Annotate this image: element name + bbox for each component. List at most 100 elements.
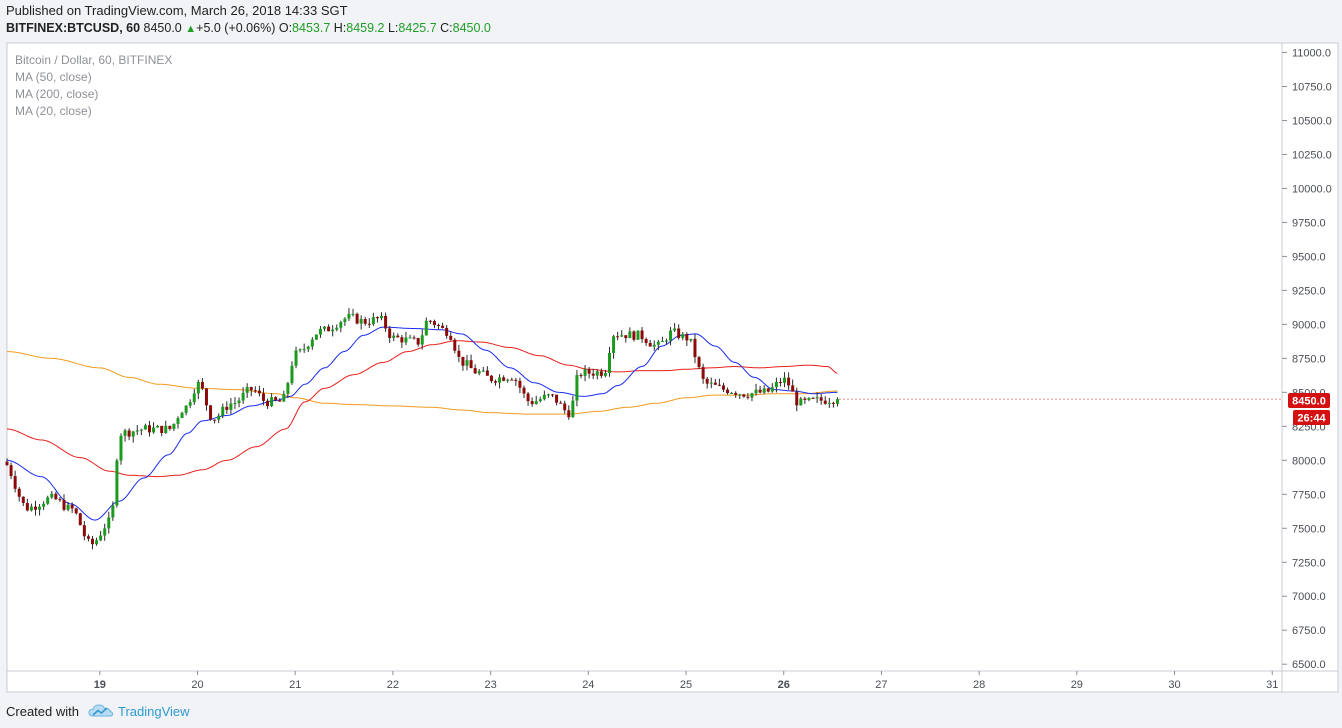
high-label: H: [333,21,347,35]
candle-down [412,337,416,339]
candle-down [70,504,74,509]
legend-ma200[interactable]: MA (200, close) [15,87,98,101]
scale-corner [1281,670,1339,693]
y-tick-label: 10750.0 [1292,81,1332,93]
candle-up [652,344,656,347]
y-tick-label: 9250.0 [1292,285,1326,297]
candle-down [795,391,799,406]
candle-down [559,402,563,404]
candle-down [449,335,453,340]
candle-up [156,425,160,428]
candle-down [209,405,213,420]
candle-up [66,504,70,510]
candle-down [461,356,465,366]
candle-up [233,403,237,405]
legend-ma50[interactable]: MA (50, close) [15,70,92,84]
x-tick-label: 26 [778,679,790,691]
tradingview-cloud-logo-icon[interactable] [88,702,114,720]
candle-down [648,342,652,347]
candle-up [827,402,831,404]
published-line: Published on TradingView.com, March 26, … [6,3,348,18]
candle-up [595,371,599,376]
candle-down [5,461,9,466]
candle-down [644,339,648,343]
candle-down [632,331,636,340]
y-tick-label: 9750.0 [1292,217,1326,229]
candle-down [489,375,493,382]
candle-down [384,315,388,329]
candle-up [180,412,184,419]
candle-down [550,394,554,396]
candle-down [266,400,270,407]
y-tick-label: 6500.0 [1292,659,1326,671]
candle-down [17,488,21,497]
candle-down [453,339,457,351]
candle-down [778,381,782,383]
candle-down [437,324,441,326]
y-tick-label: 10500.0 [1292,115,1332,127]
candle-down [518,380,522,388]
candle-down [579,375,583,377]
candle-up [270,397,274,407]
candle-down [803,398,807,400]
candle-down [86,536,90,539]
candle-up [192,393,196,403]
candle-down [766,388,770,392]
y-tick-label: 6750.0 [1292,625,1326,637]
candle-down [13,476,17,489]
candle-up [481,370,485,372]
y-tick-label: 10250.0 [1292,149,1332,161]
candle-up [196,381,200,394]
candle-down [21,496,25,503]
candle-down [640,330,644,340]
candle-up [673,328,677,331]
candle-down [811,397,815,399]
y-tick-label: 9000.0 [1292,319,1326,331]
candle-up [42,503,46,507]
candle-up [660,341,664,343]
candle-up [664,340,668,342]
candle-up [188,402,192,406]
chart-legend: Bitcoin / Dollar, 60, BITFINEX MA (50, c… [15,53,172,118]
candle-up [669,330,673,341]
footer: Created with TradingView [0,700,1342,728]
candle-down [819,397,823,401]
change-value: +5.0 (+0.06%) [196,21,276,35]
candle-up [237,400,241,404]
candle-up [217,415,221,420]
candle-down [168,425,172,429]
candle-down [363,319,367,324]
candle-down [693,338,697,358]
candle-up [184,405,188,413]
candle-down [78,513,82,526]
candle-up [172,423,176,429]
candle-up [408,337,412,339]
price-scale[interactable] [1281,42,1339,672]
candle-up [774,381,778,388]
candle-up [571,400,575,418]
ma200-line [7,351,838,415]
candle-down [278,400,282,402]
candle-up [754,389,758,394]
candle-down [213,419,217,421]
candle-down [742,394,746,397]
candle-down [457,350,461,357]
candle-down [388,328,392,338]
candle-up [750,393,754,398]
candle-up [359,319,363,324]
candle-down [274,397,278,401]
symbol-label: BITFINEX:BTCUSD, 60 [6,21,141,35]
candle-up [612,336,616,353]
y-tick-label: 9500.0 [1292,251,1326,263]
candle-up [371,317,375,325]
candle-up [135,430,139,432]
candle-up [392,335,396,338]
y-tick-label: 7750.0 [1292,489,1326,501]
candle-down [563,403,567,411]
candle-down [9,465,13,477]
candle-down [428,320,432,322]
candle-up [351,313,355,315]
legend-ma20[interactable]: MA (20, close) [15,104,92,118]
tradingview-link[interactable]: TradingView [118,704,190,719]
price-chart[interactable]: 11000.0 10750.0 10500.0 10250.0 10000.0 9750.… [0,0,1342,700]
